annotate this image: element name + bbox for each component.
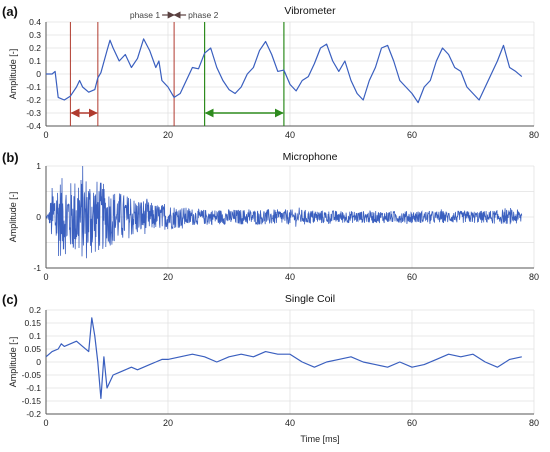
x-tick-label: 80 [529, 418, 539, 428]
y-tick-label: -0.15 [22, 396, 42, 406]
y-axis-label: Amplitude [-] [8, 337, 18, 388]
y-tick-label: -0.1 [26, 82, 41, 92]
chart-title: Vibrometer [284, 5, 336, 17]
y-tick-label: 0.4 [29, 17, 41, 27]
x-tick-label: 0 [43, 418, 48, 428]
x-tick-label: 40 [285, 130, 295, 140]
panel-label: (c) [2, 292, 18, 307]
x-tick-label: 80 [529, 272, 539, 282]
y-tick-label: -0.4 [26, 121, 41, 131]
y-tick-label: -0.05 [22, 370, 42, 380]
x-tick-label: 60 [407, 418, 417, 428]
y-tick-label: 1 [36, 161, 41, 171]
x-axis-label: Time [ms] [300, 434, 339, 444]
x-tick-label: 60 [407, 272, 417, 282]
x-tick-label: 40 [285, 418, 295, 428]
x-tick-label: 0 [43, 272, 48, 282]
y-tick-label: -0.3 [26, 108, 41, 118]
x-tick-label: 80 [529, 130, 539, 140]
y-axis-label: Amplitude [-] [8, 192, 18, 243]
y-tick-label: 0.2 [29, 305, 41, 315]
x-tick-label: 20 [163, 272, 173, 282]
y-tick-label: 0.2 [29, 43, 41, 53]
y-tick-label: 0 [36, 357, 41, 367]
x-tick-label: 20 [163, 418, 173, 428]
x-tick-label: 40 [285, 272, 295, 282]
series-line [46, 38, 523, 104]
series-line [45, 165, 523, 259]
series-line [45, 317, 522, 399]
y-tick-label: -0.1 [26, 383, 41, 393]
panel-label: (b) [2, 150, 19, 165]
y-tick-label: 0 [36, 212, 41, 222]
y-tick-label: 0.3 [29, 30, 41, 40]
single-coil-panel: 0 20 40 60 80 -0.2 -0.15 -0.1 -0.05 0 0.05 0.1 0.15 0… [2, 292, 539, 444]
y-tick-label: -0.2 [26, 95, 41, 105]
phase1-label: phase 1 [130, 10, 161, 20]
vibrometer-panel: 0 20 40 60 80 -0.4 -0.3 -0.2 -0.1 0 0.1 0.2 0.3 0.4 Vi… [2, 4, 539, 140]
y-axis-label: Amplitude [-] [8, 49, 18, 100]
x-tick-label: 0 [43, 130, 48, 140]
y-tick-label: 0.1 [29, 331, 41, 341]
chart-title: Microphone [283, 151, 338, 163]
panel-label: (a) [2, 4, 18, 19]
x-tick-label: 20 [163, 130, 173, 140]
y-tick-label: 0 [36, 69, 41, 79]
y-tick-label: -0.2 [26, 409, 41, 419]
y-tick-label: 0.15 [24, 318, 41, 328]
x-tick-label: 60 [407, 130, 417, 140]
phase2-label: phase 2 [188, 10, 219, 20]
chart-title: Single Coil [285, 293, 335, 305]
y-tick-label: 0.05 [24, 344, 41, 354]
y-tick-label: 0.1 [29, 56, 41, 66]
y-tick-label: -1 [33, 263, 41, 273]
